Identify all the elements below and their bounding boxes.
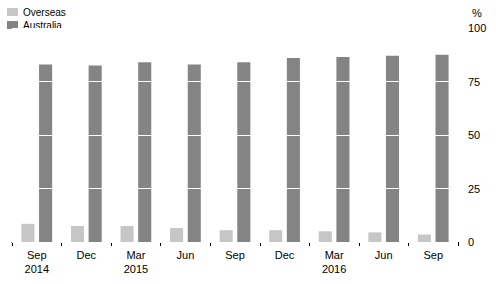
svg-text:Jun: Jun bbox=[177, 249, 195, 261]
svg-text:%: % bbox=[472, 7, 482, 19]
svg-text:Sep: Sep bbox=[225, 249, 245, 261]
svg-text:Sep: Sep bbox=[423, 249, 443, 261]
svg-text:Dec: Dec bbox=[77, 249, 97, 261]
svg-text:Dec: Dec bbox=[275, 249, 295, 261]
svg-text:2014: 2014 bbox=[25, 263, 49, 275]
svg-text:25: 25 bbox=[468, 183, 480, 195]
svg-text:Mar: Mar bbox=[325, 249, 344, 261]
svg-text:0: 0 bbox=[468, 236, 474, 248]
svg-text:Sep: Sep bbox=[27, 249, 47, 261]
svg-text:Australia: Australia bbox=[23, 19, 62, 31]
svg-text:2016: 2016 bbox=[322, 263, 346, 275]
svg-text:2015: 2015 bbox=[124, 263, 148, 275]
svg-text:Overseas: Overseas bbox=[23, 7, 66, 18]
svg-text:75: 75 bbox=[468, 76, 480, 88]
svg-text:100: 100 bbox=[468, 22, 486, 34]
svg-text:Mar: Mar bbox=[126, 249, 145, 261]
svg-text:50: 50 bbox=[468, 129, 480, 141]
svg-text:Jun: Jun bbox=[375, 249, 393, 261]
